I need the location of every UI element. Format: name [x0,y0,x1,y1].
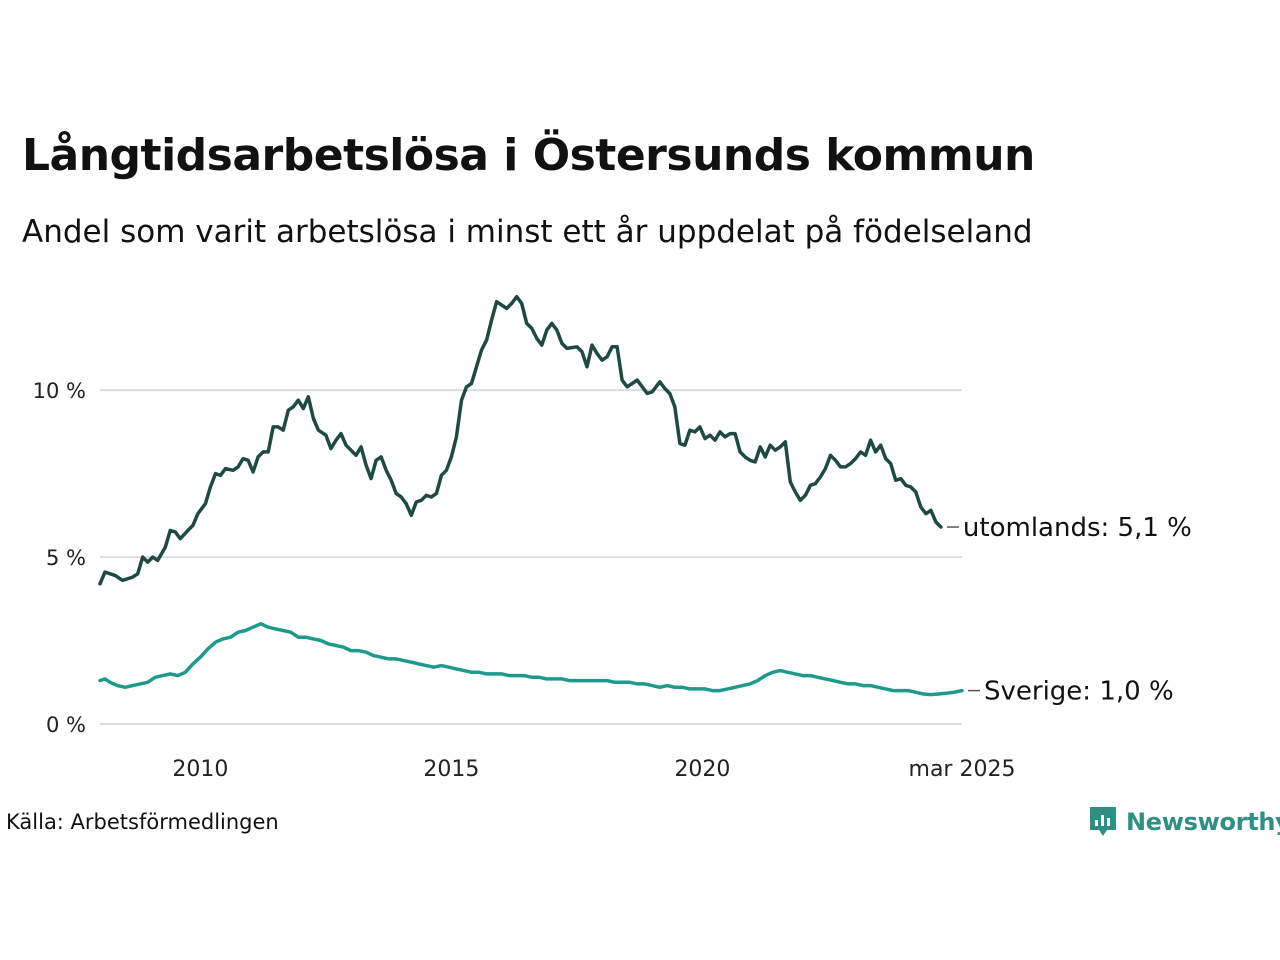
y-tick-label: 10 % [33,379,86,403]
series-end-label-sverige: Sverige: 1,0 % [984,677,1174,707]
x-tick-label: 2020 [674,757,730,782]
newsworthy-logo-icon [1090,807,1116,836]
series-line-utomlands [98,294,943,586]
brand-logo: Newsworthy [1088,805,1280,839]
y-axis-ticks: 0 % 5 % 10 % [33,379,86,737]
x-tick-label: 2015 [423,757,479,782]
series-lines [98,294,964,697]
brand-name: Newsworthy [1126,808,1280,836]
y-tick-label: 0 % [46,713,86,737]
chart-title: Långtidsarbetslösa i Östersunds kommun [22,130,1035,181]
series-line-sverige [98,622,964,697]
gridlines [100,389,962,725]
source-note: Källa: Arbetsförmedlingen [6,810,279,834]
series-end-label-utomlands: utomlands: 5,1 % [963,513,1192,543]
series-end-labels: utomlands: 5,1 % Sverige: 1,0 % [946,513,1192,707]
x-axis-ticks: 2010 2015 2020 mar 2025 [172,757,1015,782]
chart-subtitle: Andel som varit arbetslösa i minst ett å… [22,214,1033,250]
x-tick-label: mar 2025 [909,757,1016,782]
x-tick-label: 2010 [172,757,228,782]
y-tick-label: 5 % [46,546,86,570]
